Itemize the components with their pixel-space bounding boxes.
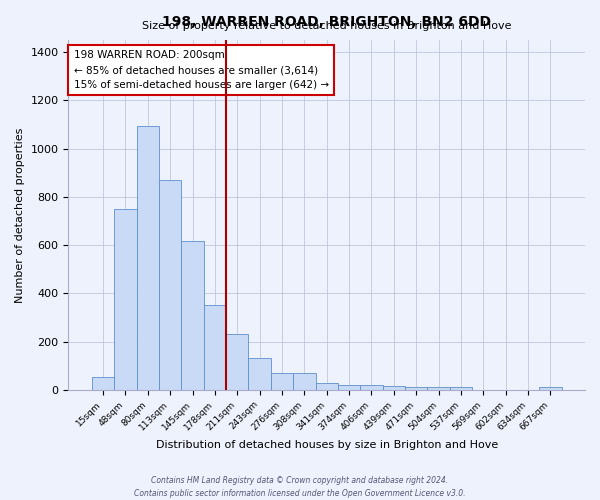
Bar	[383, 386, 405, 390]
Bar	[159, 180, 181, 390]
Bar	[405, 388, 427, 390]
Bar	[137, 126, 159, 390]
Bar	[293, 373, 316, 390]
Bar	[338, 385, 360, 390]
Bar	[226, 334, 248, 390]
Text: Size of property relative to detached houses in Brighton and Hove: Size of property relative to detached ho…	[142, 21, 511, 31]
Bar	[204, 306, 226, 390]
Bar	[539, 388, 562, 390]
Bar	[92, 376, 114, 390]
Bar	[181, 242, 204, 390]
Y-axis label: Number of detached properties: Number of detached properties	[15, 127, 25, 302]
Text: 198 WARREN ROAD: 200sqm
← 85% of detached houses are smaller (3,614)
15% of semi: 198 WARREN ROAD: 200sqm ← 85% of detache…	[74, 50, 329, 90]
Bar	[248, 358, 271, 390]
Title: 198, WARREN ROAD, BRIGHTON, BN2 6DD: 198, WARREN ROAD, BRIGHTON, BN2 6DD	[162, 15, 491, 29]
Bar	[427, 388, 450, 390]
Bar	[114, 209, 137, 390]
X-axis label: Distribution of detached houses by size in Brighton and Hove: Distribution of detached houses by size …	[155, 440, 498, 450]
Bar	[271, 373, 293, 390]
Bar	[450, 388, 472, 390]
Bar	[360, 385, 383, 390]
Bar	[316, 382, 338, 390]
Text: Contains HM Land Registry data © Crown copyright and database right 2024.
Contai: Contains HM Land Registry data © Crown c…	[134, 476, 466, 498]
